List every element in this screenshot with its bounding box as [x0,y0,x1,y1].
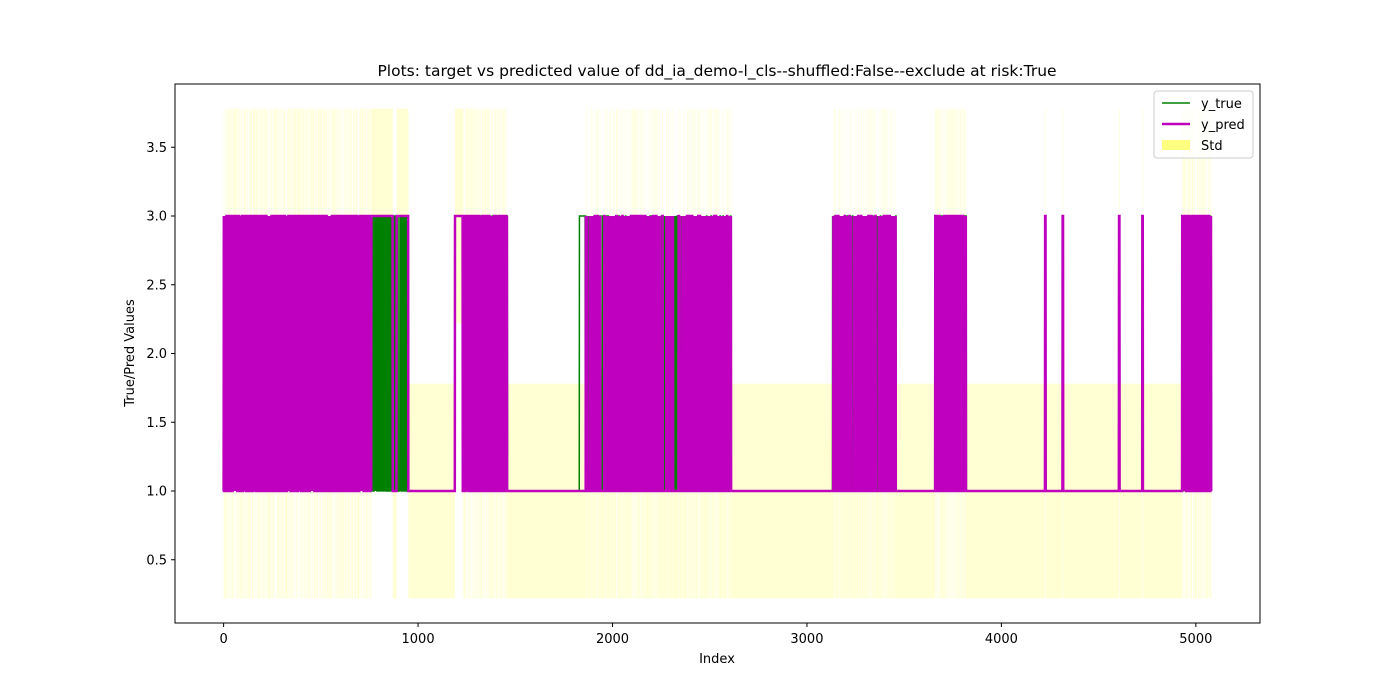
legend-std-swatch [1162,140,1190,150]
y-pred-line [222,214,1213,493]
x-tick-label: 0 [219,632,227,647]
y-tick-label: 3.5 [146,141,167,156]
y-tick-label: 2.5 [146,278,167,293]
chart-title: Plots: target vs predicted value of dd_i… [377,62,1056,81]
legend-std-label: Std [1201,139,1223,154]
y-axis-ticks: 0.5 1.0 1.5 2.0 2.5 3.0 3.5 [146,141,175,568]
x-tick-label: 2000 [596,632,629,647]
x-tick-label: 4000 [985,632,1018,647]
legend-y-true-label: y_true [1201,97,1242,112]
legend-y-pred-label: y_pred [1201,118,1245,133]
y-tick-label: 1.5 [146,416,167,431]
y-tick-label: 3.0 [146,210,167,225]
y-tick-label: 0.5 [146,553,167,568]
plot-area [222,108,1213,599]
x-tick-label: 1000 [402,632,435,647]
y-tick-label: 1.0 [146,485,167,500]
legend: y_true y_pred Std [1153,90,1254,159]
y-tick-label: 2.0 [146,347,167,362]
x-tick-label: 5000 [1179,632,1212,647]
x-axis-label: Index [699,652,735,667]
x-axis-ticks: 0 1000 2000 3000 4000 5000 [219,623,1212,647]
x-tick-label: 3000 [790,632,823,647]
y-pred-layer [222,214,1213,493]
y-axis-label: True/Pred Values [123,299,138,408]
